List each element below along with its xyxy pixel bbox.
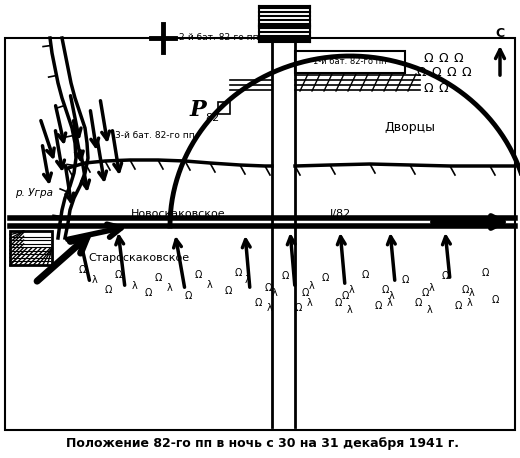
Text: λ: λ: [207, 280, 213, 290]
Text: Ω: Ω: [114, 270, 122, 280]
Text: Ω: Ω: [421, 288, 428, 298]
Text: Ω: Ω: [341, 291, 349, 301]
Text: Ω: Ω: [381, 285, 388, 295]
Bar: [218, 102, 230, 114]
Text: Дворцы: Дворцы: [384, 121, 436, 135]
Text: Ω: Ω: [224, 286, 232, 296]
Text: Ω: Ω: [438, 82, 448, 94]
Text: λ: λ: [429, 283, 435, 293]
Text: р. Угра: р. Угра: [15, 188, 53, 198]
Text: Ω: Ω: [281, 271, 289, 281]
Bar: [5, 38, 515, 430]
Text: Ω: Ω: [194, 270, 202, 280]
Text: 1-й бат. 82-го пп: 1-й бат. 82-го пп: [313, 58, 387, 66]
Text: Ω: Ω: [461, 285, 469, 295]
Text: λ: λ: [387, 298, 393, 308]
Text: λ: λ: [132, 281, 138, 291]
Text: Ω: Ω: [441, 271, 449, 281]
Text: Ω: Ω: [438, 51, 448, 65]
Text: Ω: Ω: [414, 298, 422, 308]
Bar: [10, 231, 52, 265]
Text: λ: λ: [427, 305, 433, 315]
Text: Ω: Ω: [79, 265, 86, 275]
Text: С: С: [496, 27, 504, 40]
Text: λ: λ: [272, 288, 278, 298]
Text: Ω: Ω: [401, 275, 409, 285]
Text: Ω: Ω: [446, 66, 456, 80]
Text: 82: 82: [205, 113, 219, 123]
Text: Ω: Ω: [294, 303, 302, 313]
Text: λ: λ: [309, 281, 315, 291]
Text: λ: λ: [307, 298, 313, 308]
Text: λ: λ: [349, 285, 355, 295]
Text: Ω: Ω: [453, 51, 463, 65]
Text: 3-й бат. 82-го пп: 3-й бат. 82-го пп: [115, 131, 195, 140]
Text: I/82: I/82: [330, 209, 351, 219]
Text: Ω: Ω: [105, 285, 112, 295]
Text: λ: λ: [389, 291, 395, 301]
Text: Ω: Ω: [184, 291, 192, 301]
Text: Положение 82-го пп в ночь с 30 на 31 декабря 1941 г.: Положение 82-го пп в ночь с 30 на 31 дек…: [66, 437, 459, 451]
Text: Ω: Ω: [423, 51, 433, 65]
Text: Новоскаковское: Новоскаковское: [131, 209, 225, 219]
Text: Ω: Ω: [334, 298, 342, 308]
Text: Ω: Ω: [454, 301, 462, 311]
Text: Ω: Ω: [321, 273, 329, 283]
Text: Ω: Ω: [374, 301, 382, 311]
Text: Ω: Ω: [254, 298, 262, 308]
Text: 2-й бат. 82-го пп: 2-й бат. 82-го пп: [179, 33, 258, 43]
Text: Ω: Ω: [431, 66, 441, 80]
Text: λ: λ: [245, 275, 251, 285]
Text: λ: λ: [347, 305, 353, 315]
Text: λ: λ: [167, 283, 173, 293]
Text: Ω: Ω: [423, 82, 433, 94]
Text: Ω: Ω: [416, 66, 426, 80]
Text: λ: λ: [267, 303, 273, 313]
Text: Ω: Ω: [301, 288, 309, 298]
Text: Ω: Ω: [154, 273, 162, 283]
Bar: [295, 51, 405, 73]
Text: Ω: Ω: [482, 268, 489, 278]
Text: Староскаковское: Староскаковское: [88, 253, 189, 263]
Text: P: P: [190, 99, 206, 121]
Text: Ω: Ω: [461, 66, 471, 80]
Text: λ: λ: [92, 275, 98, 285]
Text: λ: λ: [469, 288, 475, 298]
Text: Ω: Ω: [361, 270, 369, 280]
Text: Ω: Ω: [145, 288, 152, 298]
Text: Ω: Ω: [264, 283, 271, 293]
Text: Ω: Ω: [491, 295, 499, 305]
Text: λ: λ: [467, 298, 473, 308]
Text: Ω: Ω: [235, 268, 242, 278]
